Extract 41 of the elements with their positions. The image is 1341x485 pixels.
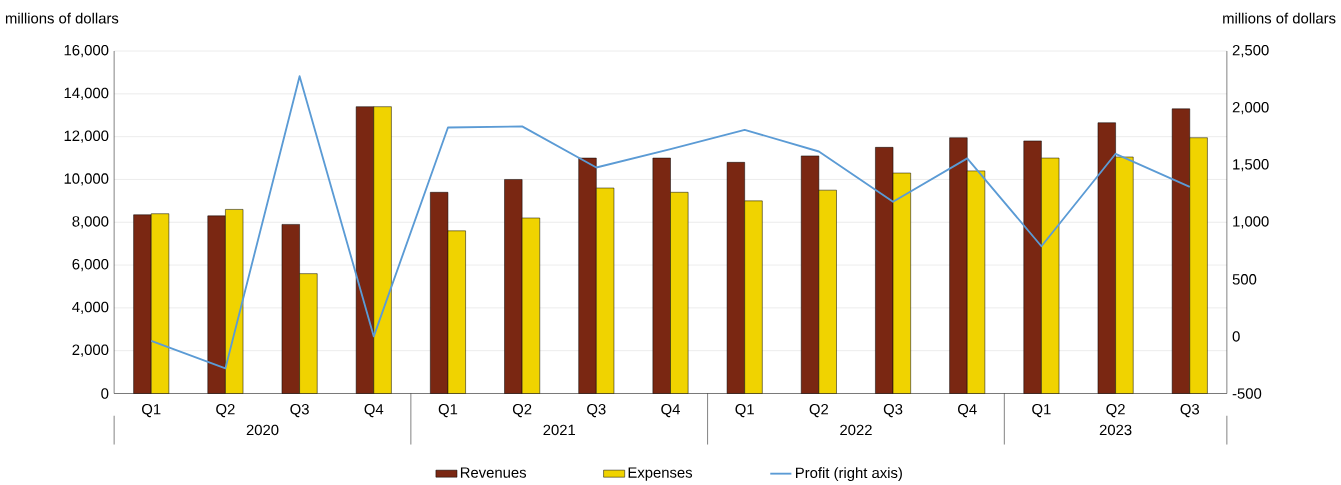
- x-tick-label: Q3: [1180, 403, 1200, 418]
- y-tick-label: 16,000: [64, 44, 109, 58]
- x-tick-label: Q4: [364, 403, 384, 418]
- y2-tick-label: 2,500: [1232, 44, 1269, 58]
- x-tick-label: Q3: [290, 403, 309, 418]
- x-tick-label: Q1: [735, 403, 754, 418]
- legend-label: Expenses: [628, 467, 693, 481]
- x-tick-label: Q1: [438, 403, 458, 418]
- text: 2021: [543, 424, 576, 436]
- line-series: [150, 75, 1191, 370]
- x-tick-label: Q3: [587, 403, 606, 418]
- legend-label: Revenues: [460, 467, 527, 478]
- text: 2022: [840, 424, 872, 436]
- x-tick-label: Q4: [661, 403, 680, 418]
- x-tick-label: Q2: [1106, 403, 1125, 418]
- x-tick-label: Q2: [809, 403, 829, 418]
- text: 2020: [246, 424, 279, 436]
- y-tick-label: 10,000: [64, 173, 109, 186]
- y2-axis-title: millions of dollars: [1223, 12, 1336, 24]
- y-tick-label: 0: [101, 388, 109, 399]
- legend-label: Profit (right axis): [796, 467, 902, 481]
- x-tick-label: Q1: [142, 403, 161, 418]
- y2-tick-label: 2,000: [1232, 101, 1269, 115]
- y-tick-label: 4,000: [72, 301, 109, 314]
- y2-tick-label: 1,000: [1233, 216, 1269, 229]
- text: 2023: [1099, 424, 1132, 436]
- y-tick-label: 14,000: [64, 87, 109, 100]
- x-tick-label: Q2: [216, 403, 235, 418]
- x-tick-label: Q1: [1032, 403, 1051, 418]
- y-tick-label: 2,000: [72, 344, 109, 357]
- y-tick-label: 6,000: [72, 258, 109, 272]
- y2-tick-label: 500: [1232, 274, 1257, 285]
- y2-tick-label: -500: [1232, 388, 1262, 399]
- x-tick-label: Q3: [883, 403, 903, 418]
- y2-tick-label: 0: [1232, 331, 1240, 342]
- x-tick-label: Q2: [512, 403, 532, 418]
- y-tick-label: 8,000: [72, 216, 109, 229]
- y-axis-title: millions of dollars: [5, 12, 119, 24]
- y2-tick-label: 1,500: [1233, 159, 1269, 172]
- y-tick-label: 12,000: [64, 130, 109, 143]
- x-tick-label: Q4: [958, 403, 977, 418]
